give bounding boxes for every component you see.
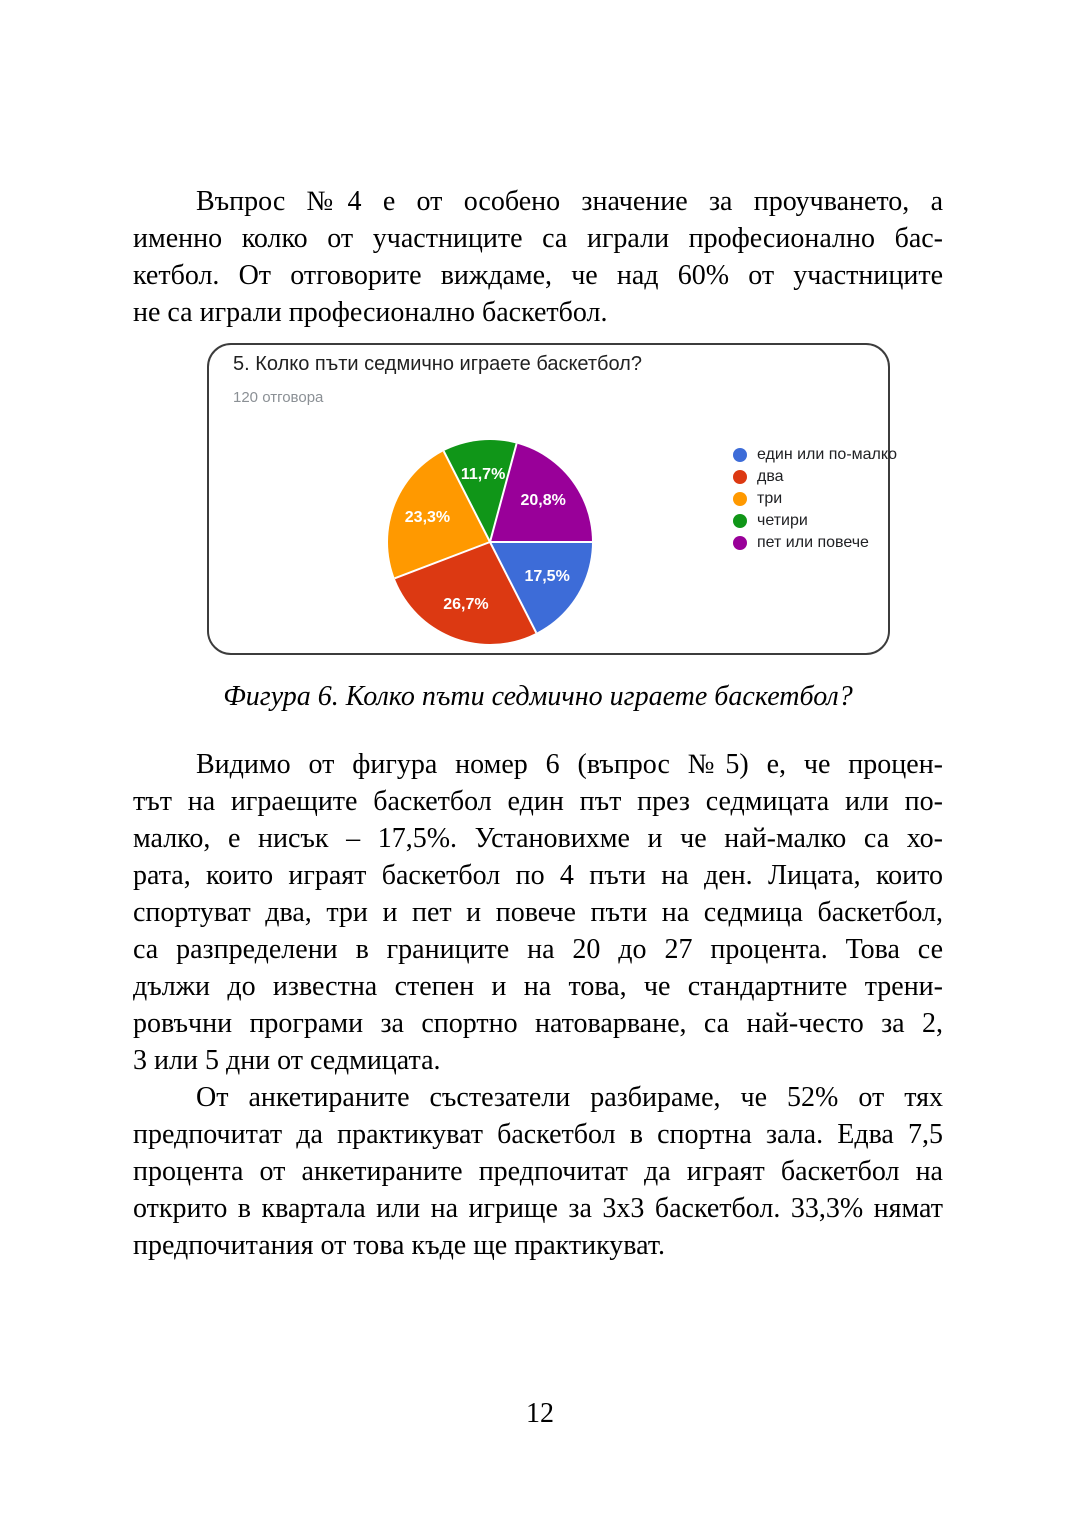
slice-separator: [489, 443, 518, 543]
text-line: тът на играещите баскетбол един път през…: [133, 786, 943, 817]
legend-item: три: [733, 488, 897, 510]
legend-dot: [733, 514, 747, 528]
text-line: Видимо от фигура номер 6 (въпрос №5) е, …: [196, 749, 943, 780]
slice-separator: [394, 541, 491, 580]
text-line: дължи до известна степен и на това, че с…: [133, 971, 943, 1002]
legend-item: два: [733, 466, 897, 488]
legend-label: четири: [757, 512, 808, 529]
text-line: От анкетираните състезатели разбираме, ч…: [196, 1082, 943, 1113]
text-line: именно колко от участниците са играли пр…: [133, 223, 943, 254]
text-line: предпочитания от това къде ще практикува…: [133, 1230, 665, 1261]
text-line: процента от анкетираните предпочитат да …: [133, 1156, 943, 1187]
slice-separator: [490, 541, 592, 543]
text-line: открито в квартала или на игрище за 3х3 …: [133, 1193, 943, 1224]
text-line: малко, е нисък – 17,5%. Установихме и че…: [133, 823, 943, 854]
legend-label: пет или повече: [757, 534, 869, 551]
paragraph-1: Въпрос №4 е от особено значение за проуч…: [133, 183, 943, 331]
legend-item: един или по-малко: [733, 444, 897, 466]
paragraph-3: От анкетираните състезатели разбираме, ч…: [133, 1079, 943, 1264]
page-number: 12: [526, 1398, 554, 1429]
legend-dot: [733, 536, 747, 550]
slice-label: 17,5%: [524, 568, 570, 585]
figure-chart-card: 5. Колко пъти седмично играете баскетбол…: [207, 343, 897, 655]
slice-label: 11,7%: [460, 466, 506, 484]
paragraph-2: Видимо от фигура номер 6 (въпрос №5) е, …: [133, 746, 943, 1079]
legend-dot: [733, 448, 747, 462]
legend-label: два: [757, 468, 784, 485]
legend-dot: [733, 492, 747, 506]
chart-legend: един или по-малко два три четири пет или…: [733, 444, 897, 554]
chart-response-count: 120 отговора: [233, 389, 324, 406]
text-line: Въпрос №4 е от особено значение за проуч…: [196, 186, 943, 217]
slice-label: 26,7%: [443, 595, 489, 613]
legend-item: четири: [733, 510, 897, 532]
legend-dot: [733, 470, 747, 484]
text-line: рата, които играят баскетбол по 4 пъти н…: [133, 860, 943, 891]
figure-caption: Фигура 6. Колко пъти седмично играете ба…: [223, 681, 853, 712]
legend-label: един или по-малко: [757, 446, 897, 463]
text-line: спортуват два, три и пет и повече пъти н…: [133, 897, 943, 928]
pie-chart: 17,5% 26,7% 23,3% 11,7% 20,8%: [388, 440, 592, 644]
legend-label: три: [757, 490, 783, 507]
text-line: не са играли професионално баскетбол.: [133, 297, 608, 328]
chart-title: 5. Колко пъти седмично играете баскетбол…: [233, 353, 642, 375]
slice-separator: [442, 450, 491, 543]
text-line: предпочитат да практикуват баскетбол в с…: [133, 1119, 943, 1150]
legend-item: пет или повече: [733, 532, 897, 554]
text-line: са разпределени в границите на 20 до 27 …: [133, 934, 943, 965]
text-line: 3 или 5 дни от седмицата.: [133, 1045, 441, 1076]
slice-label: 23,3%: [404, 508, 451, 526]
slice-separator: [489, 541, 538, 634]
text-line: ровъчни програми за спортно натоварване,…: [133, 1008, 943, 1039]
slice-label: 20,8%: [520, 492, 566, 510]
text-line: кетбол. От отговорите виждаме, че над 60…: [133, 260, 943, 291]
